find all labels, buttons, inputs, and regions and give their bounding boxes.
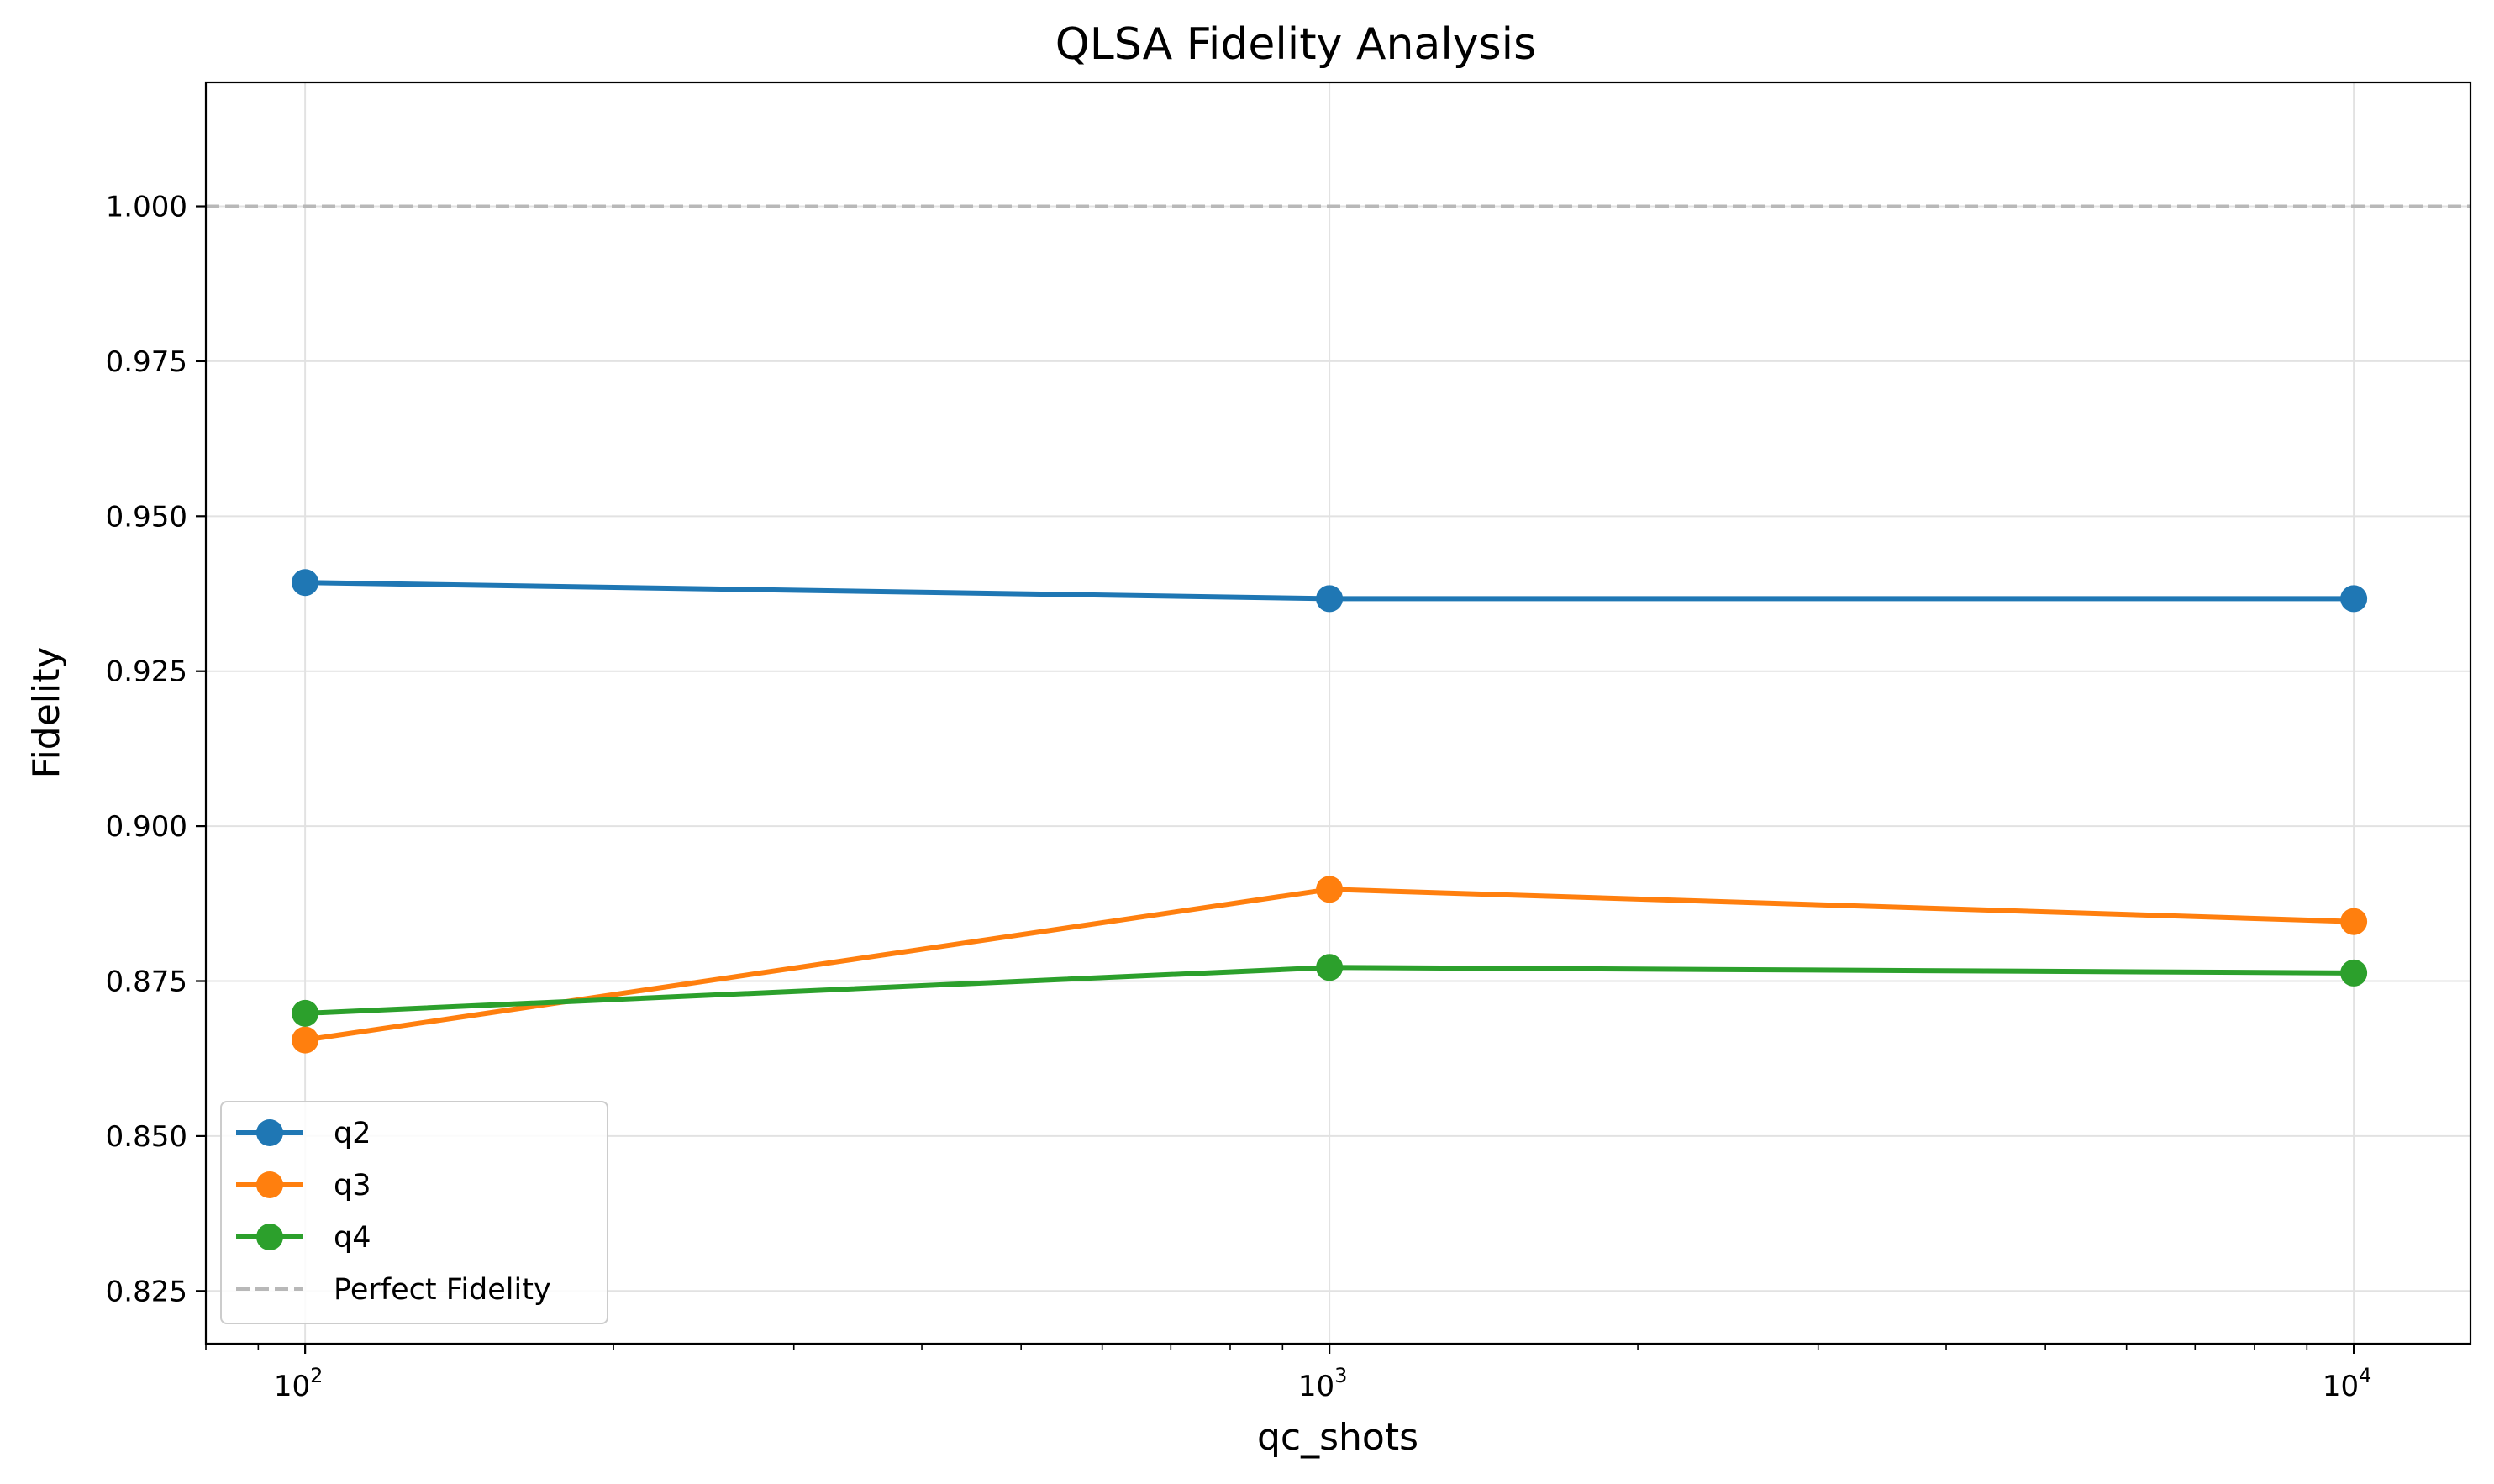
x-tick-base: 10 (1298, 1370, 1334, 1403)
legend-box (220, 1101, 608, 1324)
legend-marker-q3 (256, 1171, 283, 1198)
data-point-q2 (2340, 585, 2368, 613)
legend-label-perfect-fidelity: Perfect Fidelity (334, 1273, 551, 1307)
x-tick-label: 103 (1298, 1364, 1348, 1403)
x-tick-label: 102 (274, 1364, 324, 1403)
chart-title: QLSA Fidelity Analysis (1055, 19, 1536, 70)
y-tick-label: 0.975 (106, 345, 187, 379)
y-tick-label: 0.825 (106, 1275, 187, 1308)
legend-label-q2: q2 (334, 1117, 371, 1150)
x-axis-label: qc_shots (1257, 1416, 1418, 1459)
series-layer (292, 569, 2368, 1054)
x-tick-base: 10 (274, 1370, 310, 1403)
y-tick-label: 0.900 (106, 810, 187, 844)
data-point-q4 (292, 999, 319, 1027)
legend-label-q4: q4 (334, 1221, 371, 1255)
y-axis: 0.825 0.850 0.875 0.900 0.925 0.950 0.975 1.000 (106, 191, 206, 1308)
x-tick-exponent: 4 (2359, 1364, 2371, 1387)
x-tick-label: 104 (2323, 1364, 2372, 1403)
plot-frame (204, 81, 2472, 1345)
y-tick-label: 0.850 (106, 1120, 187, 1154)
x-tick-base: 10 (2323, 1370, 2359, 1403)
y-axis-label: Fidelity (25, 646, 68, 778)
legend: q2 q3 q4 Perfect Fidelity (220, 1101, 608, 1324)
legend-marker-q4 (256, 1224, 283, 1250)
y-tick-label: 0.875 (106, 966, 187, 999)
data-point-q3 (1316, 876, 1344, 903)
x-axis: 102 103 104 (205, 1344, 2372, 1403)
data-point-q2 (292, 569, 319, 597)
data-point-q3 (2340, 908, 2368, 935)
y-tick-label: 0.925 (106, 655, 187, 689)
data-point-q4 (2340, 959, 2368, 987)
legend-marker-q2 (256, 1119, 283, 1146)
y-tick-label: 0.950 (106, 500, 187, 534)
data-point-q3 (292, 1026, 319, 1054)
data-point-q2 (1316, 585, 1344, 613)
legend-label-q3: q3 (334, 1169, 371, 1202)
x-tick-exponent: 2 (310, 1364, 323, 1387)
data-point-q4 (1316, 954, 1344, 981)
y-tick-label: 1.000 (106, 191, 187, 224)
x-tick-exponent: 3 (1334, 1364, 1347, 1387)
